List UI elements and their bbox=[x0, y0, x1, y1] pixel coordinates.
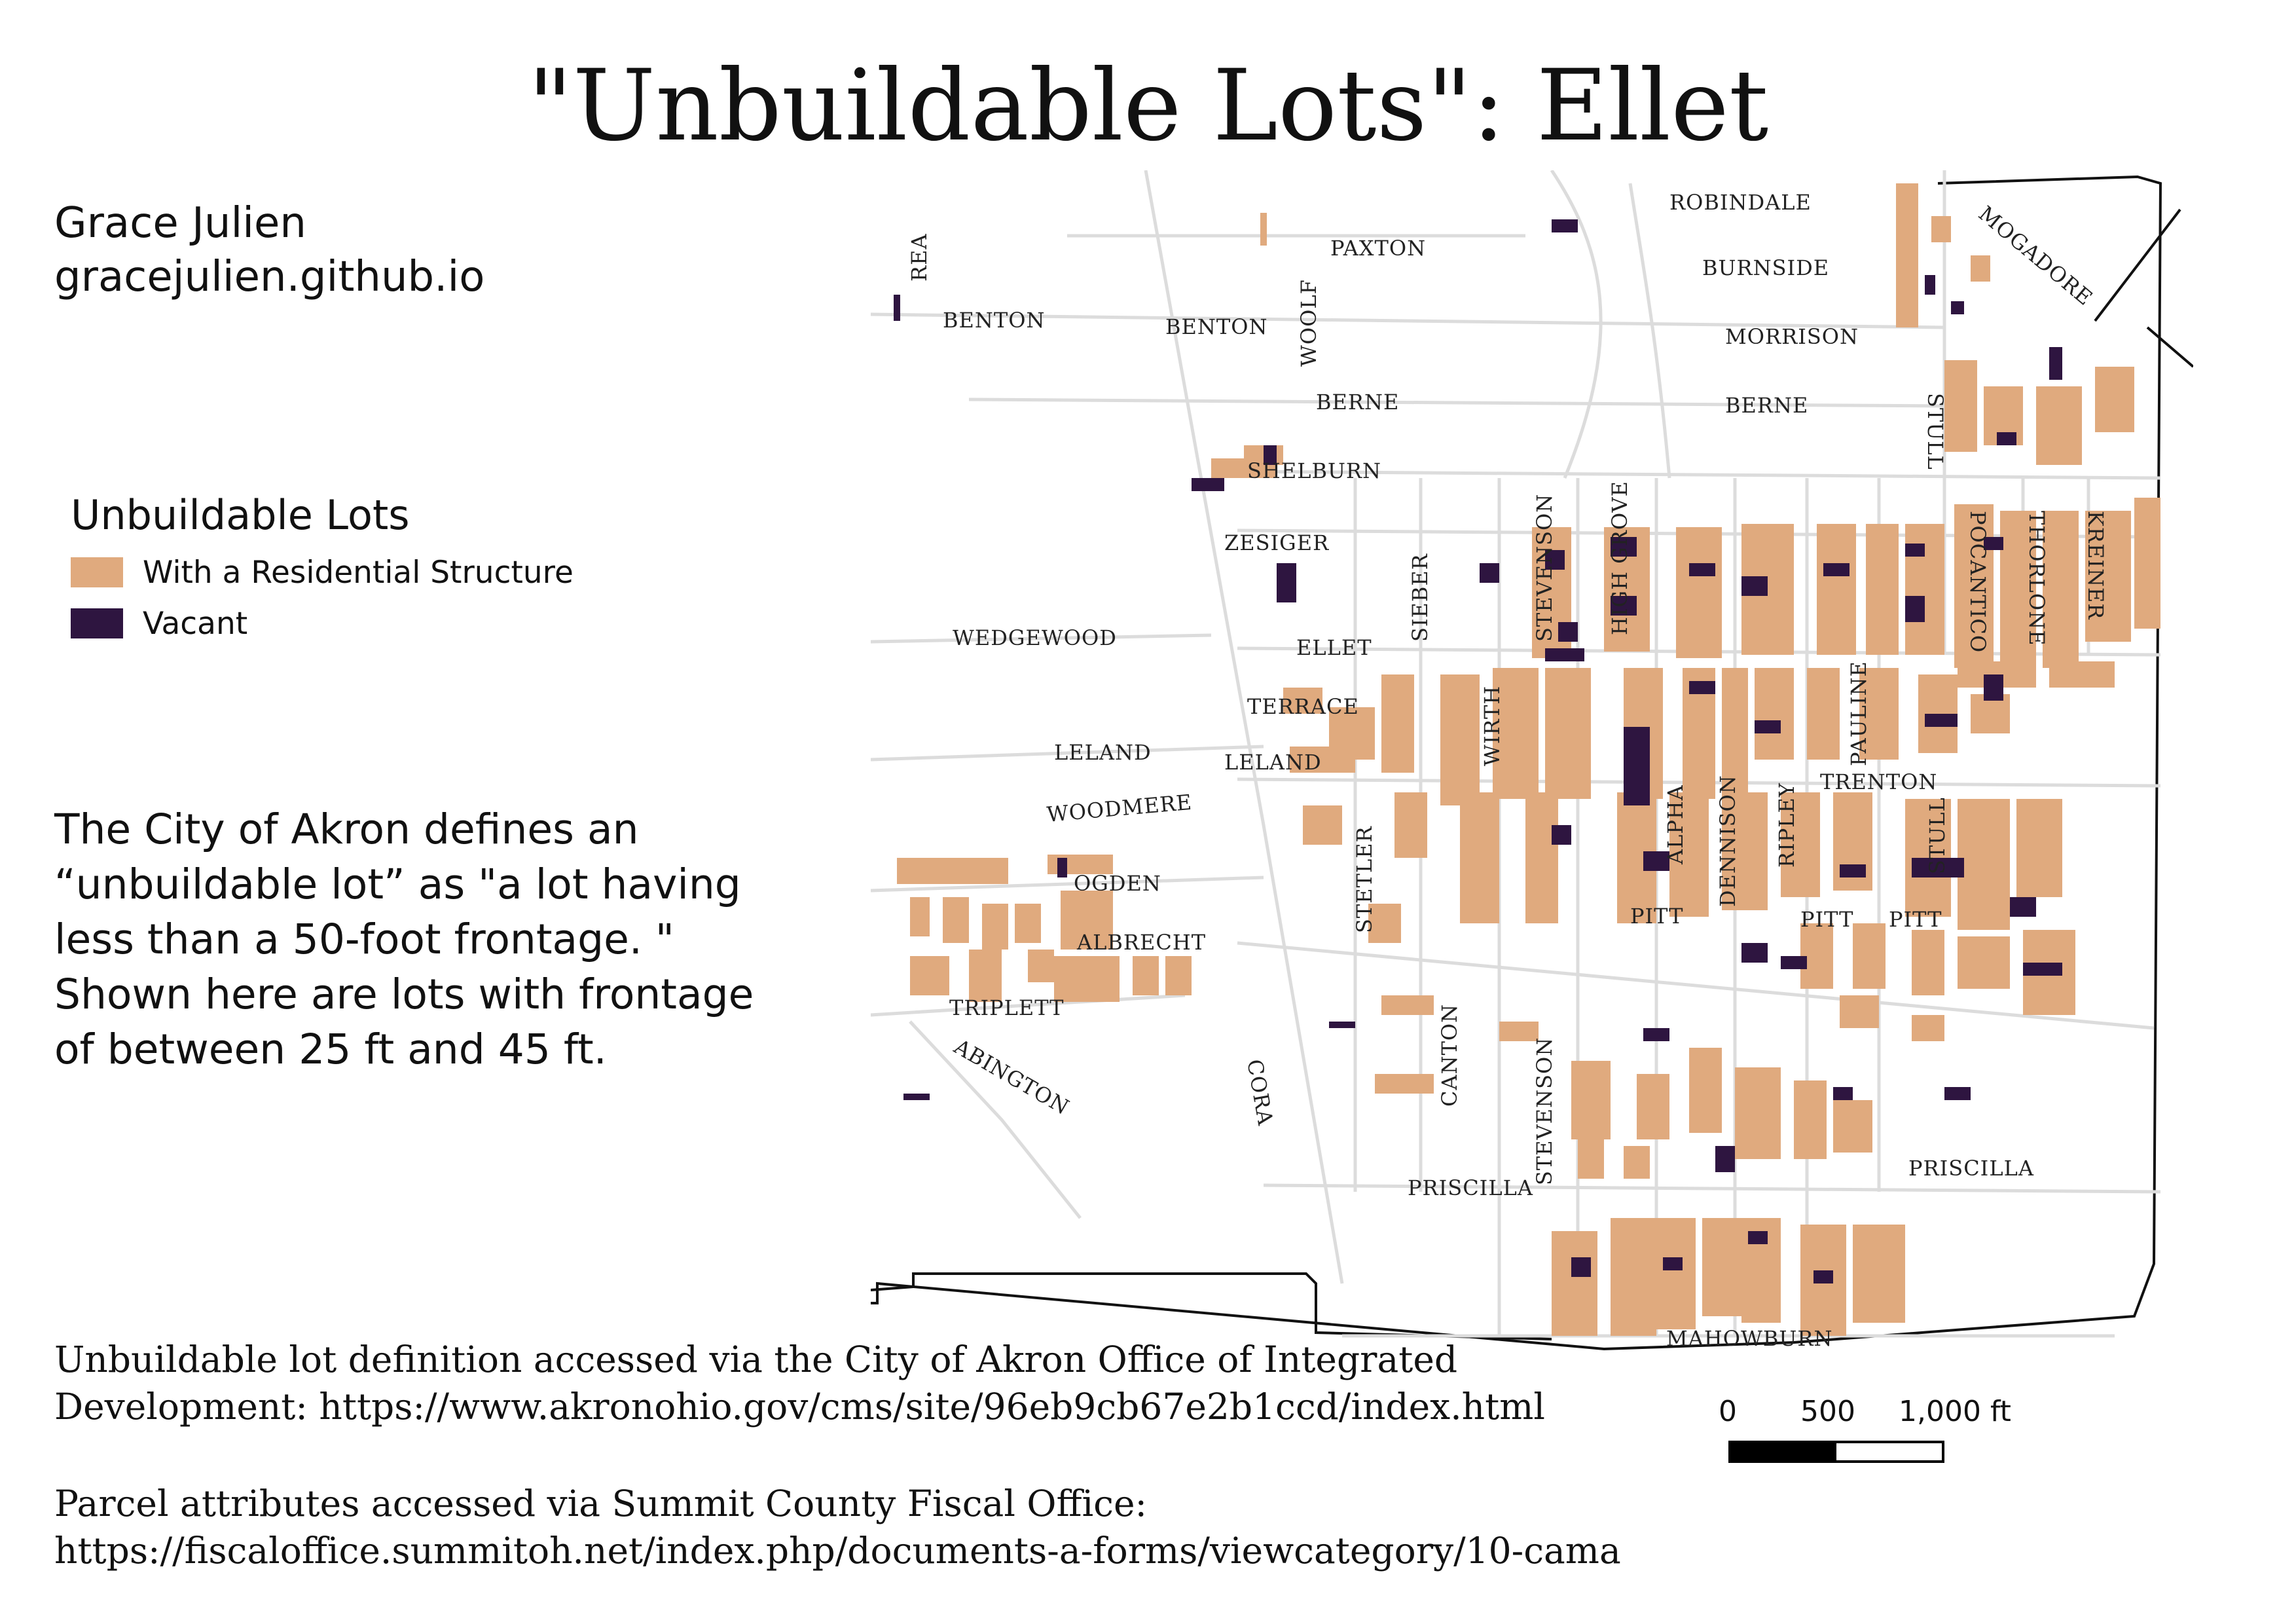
street-label: CANTON bbox=[1437, 1004, 1462, 1107]
legend-item-residential: With a Residential Structure bbox=[71, 547, 574, 598]
street-label: CORA bbox=[1242, 1058, 1278, 1128]
street-label: KREINER bbox=[2083, 511, 2108, 619]
street-label: LELAND bbox=[1054, 740, 1152, 765]
parcel-source-line: Parcel attributes accessed via Summit Co… bbox=[54, 1483, 1148, 1524]
street-label: WOODMERE bbox=[1046, 790, 1193, 827]
street-label: MOGADORE bbox=[1974, 201, 2098, 310]
street-label: PITT bbox=[1889, 907, 1942, 932]
neighborhood-boundary-south bbox=[871, 1272, 1552, 1340]
parcel-source-line: https://fiscaloffice.summitoh.net/index.… bbox=[54, 1530, 1621, 1572]
map-title: "Unbuildable Lots": Ellet bbox=[527, 49, 1769, 163]
legend-item-vacant: Vacant bbox=[71, 598, 574, 649]
street-label: ELLET bbox=[1296, 635, 1372, 660]
street-label: RIPLEY bbox=[1774, 783, 1799, 868]
scale-label-1000: 1,000 ft bbox=[1899, 1395, 2011, 1428]
street-label: TRIPLETT bbox=[949, 995, 1065, 1020]
street-label: HIGH GROVE bbox=[1607, 481, 1632, 635]
street-label: STULL bbox=[1923, 393, 1948, 470]
scale-bar-fill bbox=[1731, 1443, 1836, 1460]
street-label: REA bbox=[907, 233, 932, 282]
street-label: TERRACE bbox=[1247, 694, 1359, 719]
street-label: STULL bbox=[1925, 797, 1950, 874]
street-label: THORLONE bbox=[2024, 511, 2049, 646]
street-label: SHELBURN bbox=[1247, 458, 1381, 483]
legend-label-vacant: Vacant bbox=[143, 605, 248, 642]
street-label: PRISCILLA bbox=[1908, 1156, 2034, 1181]
street-label: BENTON bbox=[1165, 314, 1267, 339]
vacant-lots bbox=[894, 219, 2062, 1283]
street-label: ABINGTON bbox=[949, 1034, 1074, 1120]
street-label: TRENTON bbox=[1820, 769, 1937, 794]
description-line: of between 25 ft and 45 ft. bbox=[54, 1025, 607, 1073]
ellet-map: ROBINDALE MOGADORE PAXTON REA BURNSIDE B… bbox=[871, 170, 2193, 1351]
street-label: ZESIGER bbox=[1224, 530, 1329, 555]
street-label: BERNE bbox=[1316, 390, 1399, 415]
street-label: WIRTH bbox=[1480, 686, 1504, 766]
street-label: PAXTON bbox=[1330, 236, 1426, 261]
street-label: WEDGEWOOD bbox=[953, 625, 1117, 650]
street-label: BURNSIDE bbox=[1702, 255, 1829, 280]
street-label: WOOLF bbox=[1296, 279, 1321, 367]
street-label: POCANTICO bbox=[1965, 511, 1990, 653]
description-text: The City of Akron defines an “unbuildabl… bbox=[54, 802, 860, 1077]
author-block: Grace Julien gracejulien.github.io bbox=[54, 196, 484, 304]
legend-label-residential: With a Residential Structure bbox=[143, 554, 574, 591]
street-label: BERNE bbox=[1725, 393, 1808, 418]
definition-source-line: Development: https://www.akronohio.gov/c… bbox=[54, 1386, 1545, 1428]
street-label: PRISCILLA bbox=[1408, 1175, 1533, 1200]
scale-label-zero: 0 bbox=[1719, 1395, 1737, 1428]
description-line: less than a 50-foot frontage. " bbox=[54, 915, 674, 963]
residential-swatch bbox=[71, 557, 123, 587]
street-label: PITT bbox=[1630, 904, 1683, 929]
author-website: gracejulien.github.io bbox=[54, 253, 485, 301]
scale-bar-graphic bbox=[1728, 1441, 1944, 1463]
definition-source-line: Unbuildable lot definition accessed via … bbox=[54, 1338, 1458, 1380]
vacant-swatch bbox=[71, 608, 123, 638]
street-label: STEVENSON bbox=[1532, 1037, 1557, 1185]
street-label: ALPHA bbox=[1663, 784, 1688, 865]
description-line: Shown here are lots with frontage bbox=[54, 970, 754, 1018]
map-legend: Unbuildable Lots With a Residential Stru… bbox=[71, 491, 574, 649]
street-label: BENTON bbox=[943, 308, 1045, 333]
street-label: LELAND bbox=[1224, 750, 1322, 775]
street-label: ROBINDALE bbox=[1669, 190, 1812, 215]
scale-label-500: 500 bbox=[1800, 1395, 1855, 1428]
neighborhood-boundary bbox=[871, 175, 2162, 1351]
description-line: “unbuildable lot” as "a lot having bbox=[54, 860, 741, 908]
street-label: OGDEN bbox=[1074, 871, 1161, 896]
street-label: STEVENSON bbox=[1532, 494, 1557, 642]
street-label: PITT bbox=[1800, 907, 1853, 932]
street-label: STETLER bbox=[1352, 826, 1377, 933]
street-label: ALBRECHT bbox=[1076, 930, 1206, 955]
author-name: Grace Julien bbox=[54, 199, 306, 248]
street-label: MORRISON bbox=[1725, 324, 1859, 349]
legend-title: Unbuildable Lots bbox=[71, 491, 410, 539]
scale-bar: 0 500 1,000 ft bbox=[1702, 1395, 2069, 1463]
sources-block: Unbuildable lot definition accessed via … bbox=[54, 1336, 1621, 1574]
street-label: SIEBER bbox=[1408, 553, 1432, 642]
street-label: PAULINE bbox=[1846, 661, 1871, 766]
street-label: DENNISON bbox=[1715, 775, 1740, 907]
description-line: The City of Akron defines an bbox=[54, 805, 639, 853]
street-label: MAHOWBURN bbox=[1666, 1326, 1832, 1351]
